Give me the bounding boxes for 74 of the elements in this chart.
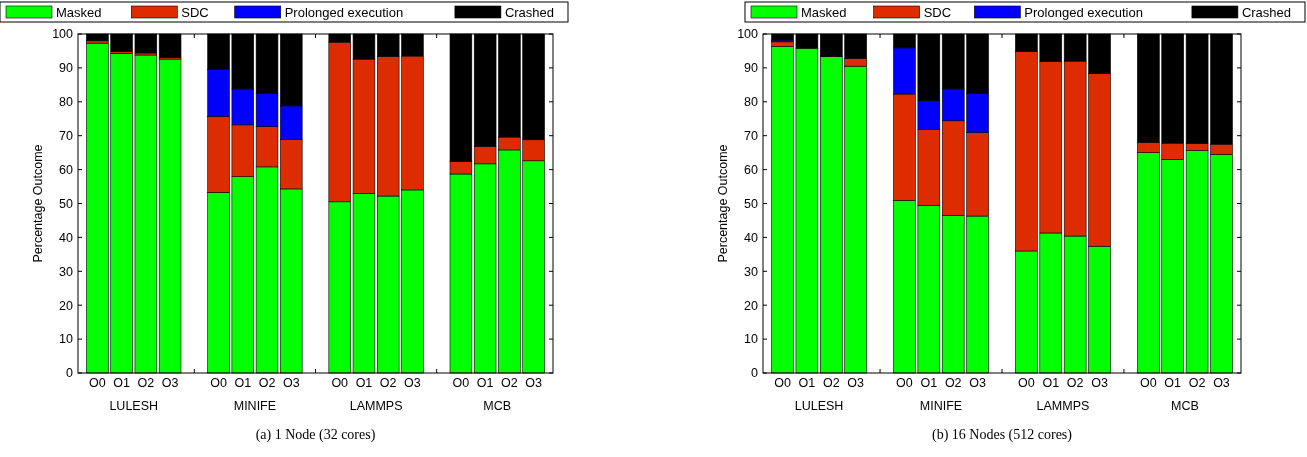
- y-tick-label: 10: [744, 332, 759, 347]
- x-tick-label: O3: [1091, 376, 1108, 390]
- text: LULESH: [109, 399, 159, 413]
- x-tick-label: O2: [1188, 376, 1206, 390]
- y-tick-label: 0: [66, 366, 74, 381]
- x-tick-label: O0: [1139, 376, 1157, 390]
- x-tick-label: O1: [798, 376, 816, 390]
- y-tick-label: 60: [744, 162, 759, 177]
- y-axis-title: Percentage Outcome: [31, 144, 45, 263]
- text: MCB: [483, 399, 512, 413]
- y-tick-label: 80: [59, 95, 74, 110]
- legend-label: Prolonged execution: [284, 5, 404, 20]
- y-tick-label: 50: [59, 196, 74, 211]
- y-tick-label: 70: [59, 129, 74, 144]
- y-tick-label: 80: [744, 95, 759, 110]
- text: MCB: [1171, 399, 1199, 413]
- x-tick-label: O3: [969, 376, 986, 390]
- x-tick-label: O3: [282, 376, 300, 390]
- legend-label: Crashed: [1241, 5, 1292, 20]
- x-tick-label: O3: [525, 376, 542, 390]
- x-tick-label: O1: [920, 376, 938, 390]
- y-tick-label: 30: [59, 264, 74, 279]
- x-tick-label: O0: [89, 376, 106, 390]
- x-tick-label: O2: [137, 376, 155, 390]
- x-tick-label: O0: [452, 376, 470, 390]
- y-tick-label: 60: [59, 162, 74, 177]
- y-tick-label: 20: [744, 298, 759, 313]
- x-tick-label: O1: [1042, 376, 1060, 390]
- legend-label: Crashed: [504, 5, 555, 20]
- x-tick-label: O3: [847, 376, 865, 390]
- y-tick-label: 100: [737, 27, 759, 42]
- x-tick-label: O2: [822, 376, 840, 390]
- legend-label: SDC: [923, 5, 952, 20]
- text: LAMMPS: [1036, 399, 1090, 413]
- x-tick-label: O1: [476, 376, 494, 390]
- y-tick-label: 40: [744, 230, 759, 245]
- text: MINIFE: [919, 399, 963, 413]
- x-tick-label: O0: [896, 376, 913, 390]
- y-tick-label: 0: [751, 366, 759, 381]
- x-tick-label: O0: [1018, 376, 1035, 390]
- y-tick-label: 40: [59, 230, 74, 245]
- x-tick-label: O0: [331, 376, 349, 390]
- x-tick-label: O1: [1164, 376, 1182, 390]
- x-tick-label: O3: [404, 376, 421, 390]
- x-tick-label: O0: [774, 376, 791, 390]
- x-tick-label: O3: [161, 376, 179, 390]
- x-tick-label: O0: [210, 376, 227, 390]
- y-tick-label: 70: [744, 129, 759, 144]
- legend-label: SDC: [181, 5, 209, 20]
- x-tick-label: O2: [379, 376, 397, 390]
- x-tick-label: O2: [501, 376, 518, 390]
- y-tick-label: 90: [59, 61, 74, 76]
- x-tick-label: O2: [258, 376, 276, 390]
- y-tick-label: 50: [744, 196, 759, 211]
- text: MINIFE: [233, 399, 277, 413]
- y-tick-label: 30: [744, 264, 759, 279]
- text: LULESH: [794, 399, 844, 413]
- x-tick-label: O1: [113, 376, 130, 390]
- text: (b) 16 Nodes (512 cores): [932, 427, 1073, 443]
- y-tick-label: 20: [59, 298, 74, 313]
- y-tick-label: 100: [52, 27, 74, 42]
- x-tick-label: O3: [1213, 376, 1230, 390]
- y-tick-label: 90: [744, 61, 759, 76]
- legend-label: Masked: [56, 5, 102, 20]
- x-tick-label: O2: [944, 376, 962, 390]
- y-tick-label: 10: [59, 332, 74, 347]
- text: LAMMPS: [349, 399, 403, 413]
- x-tick-label: O2: [1066, 376, 1084, 390]
- legend-label: Masked: [801, 5, 847, 20]
- legend-label: Prolonged execution: [1024, 5, 1143, 20]
- x-tick-label: O1: [355, 376, 373, 390]
- text: (a) 1 Node (32 cores): [255, 427, 376, 443]
- x-tick-label: O1: [234, 376, 252, 390]
- y-axis-title: Percentage Outcome: [716, 144, 730, 263]
